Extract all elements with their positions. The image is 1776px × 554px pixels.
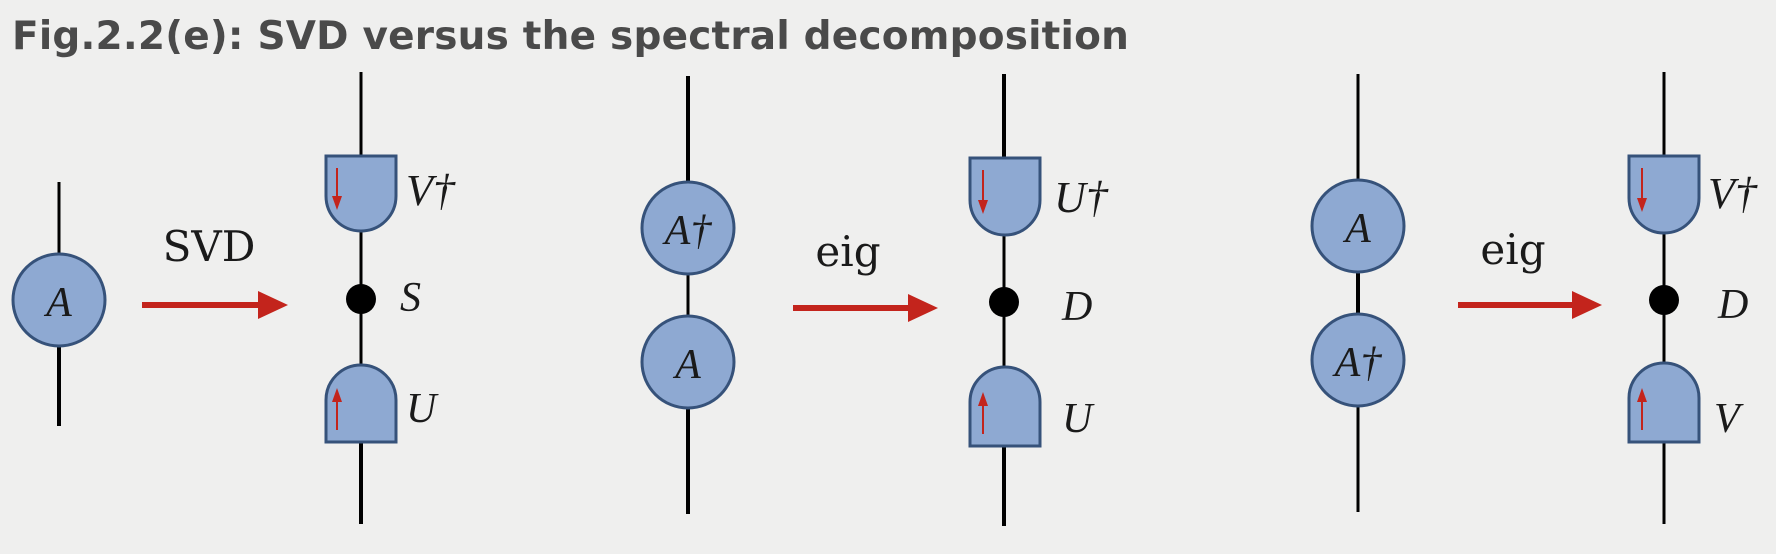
node-label: A: [43, 280, 72, 326]
figure-title: Fig.2.2(e): SVD versus the spectral deco…: [12, 14, 1130, 59]
transform-arrow: [142, 291, 288, 319]
diagonal-dot: [989, 287, 1019, 317]
output-decomposition: [324, 72, 398, 524]
panel-eig-2: A A† eig V† D V: [1310, 72, 1758, 524]
operation-label: SVD: [163, 222, 256, 271]
diagonal-dot: [346, 284, 376, 314]
node-label: A: [672, 342, 701, 388]
transform-arrow: [1458, 291, 1602, 319]
isometry-bottom: [324, 363, 398, 444]
label-middle: D: [1717, 282, 1748, 328]
isometry-top: [968, 156, 1042, 237]
panel-eig-1: A† A eig U† D U: [640, 74, 1109, 526]
output-decomposition: [968, 74, 1042, 526]
output-decomposition: [1627, 72, 1701, 524]
transform-arrow: [793, 294, 938, 322]
input-network: A A†: [1310, 74, 1406, 512]
isometry-top: [1627, 154, 1701, 235]
isometry-bottom: [1627, 361, 1701, 444]
label-bottom: V: [1714, 396, 1744, 442]
operation-label: eig: [1480, 225, 1545, 274]
label-top: V†: [406, 166, 456, 215]
operation-label: eig: [815, 227, 880, 276]
tensor-circle: [1310, 178, 1406, 274]
diagonal-dot: [1649, 285, 1679, 315]
panel-svd: A SVD V† S U: [11, 72, 456, 524]
label-middle: D: [1061, 284, 1092, 330]
node-label: A†: [1332, 340, 1383, 386]
label-bottom: U: [1062, 396, 1095, 442]
tensor-circle: [640, 314, 736, 410]
node-label: A: [1342, 206, 1371, 252]
label-middle: S: [400, 275, 421, 321]
tensor-circle-adjoint: [640, 180, 736, 276]
label-top: U†: [1054, 173, 1109, 222]
input-node-a: A: [11, 182, 107, 426]
isometry-bottom: [968, 365, 1042, 448]
label-bottom: U: [406, 386, 439, 432]
tensor-circle: [11, 252, 107, 348]
input-network: A† A: [640, 76, 736, 514]
node-label: A†: [662, 208, 713, 254]
label-top: V†: [1708, 169, 1758, 218]
isometry-top: [324, 154, 398, 233]
tensor-circle-adjoint: [1310, 312, 1406, 408]
